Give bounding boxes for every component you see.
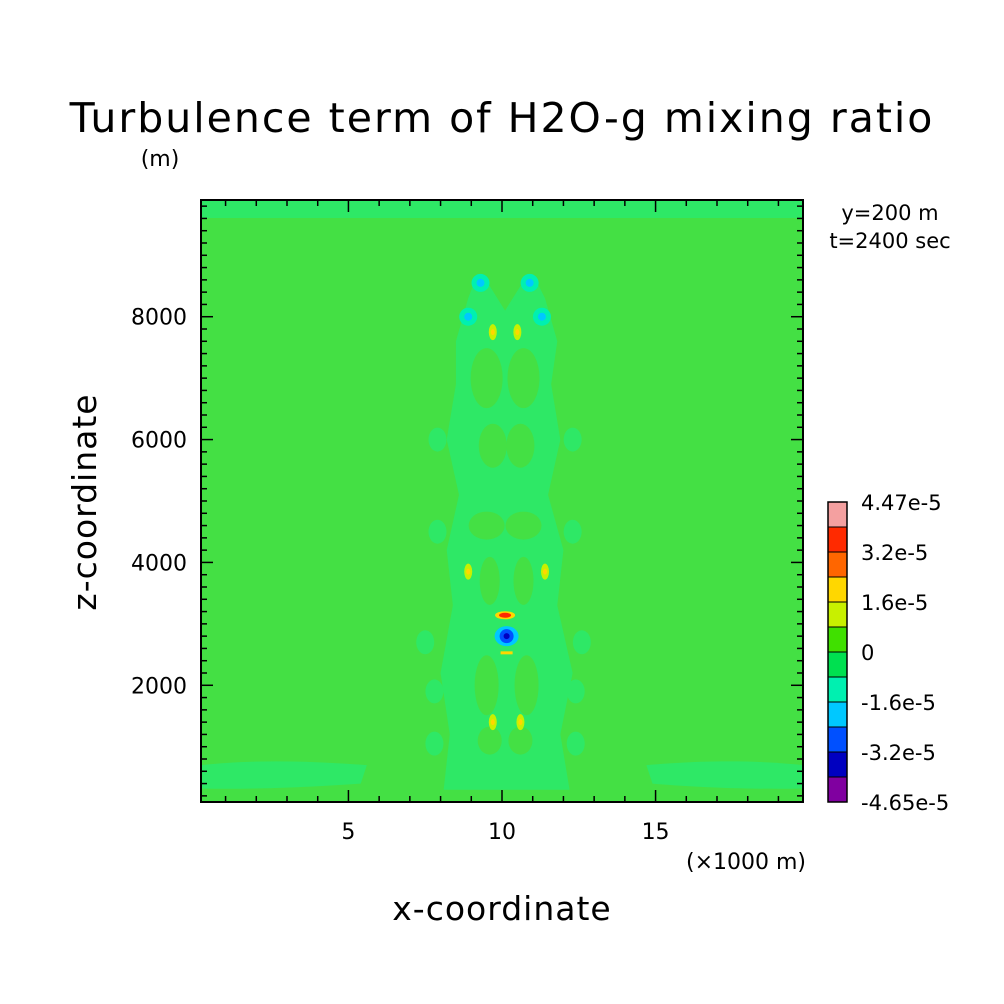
colorbar-label: 4.47e-5 [861,491,942,515]
colorbar-swatch [827,676,848,703]
colorbar-swatch [827,551,848,578]
annotation-y: y=200 m [841,201,938,225]
chart-title: Turbulence term of H2O-g mixing ratio [69,94,935,142]
side-blob [428,519,447,544]
plume-pocket [478,423,507,468]
side-blob [563,519,582,544]
side-blob [425,679,444,704]
bottom-right-band [646,761,803,789]
plume-pocket [514,655,539,716]
y-tick-label: 2000 [131,674,187,699]
y-tick-label: 6000 [131,429,187,454]
negative-core-inner [503,633,510,640]
plume-pocket [513,556,534,605]
positive-mid-right-inner [543,568,547,575]
negative-top-left-inner [476,278,485,287]
plot-area [201,200,803,802]
plume-pocket [507,348,540,409]
plume-pocket [505,511,542,540]
side-blob [566,731,585,756]
negative-top-right-inner [525,278,534,287]
colorbar-swatch [827,701,848,728]
colorbar-frame [827,501,848,803]
negative-upper-right-inner [537,312,546,321]
positive-dash [500,651,513,655]
field-features [459,273,551,731]
colorbar-label: -3.2e-5 [861,741,936,765]
side-blob [425,731,444,756]
plume-column [416,273,591,790]
negative-upper-left-inner [464,312,473,321]
colorbar-label: -1.6e-5 [861,691,936,715]
positive-low-right-inner [518,719,523,726]
plume-pocket [479,556,500,605]
colorbar-label: 0 [861,641,874,665]
y-axis-label: z-coordinate [65,393,104,610]
plume-pocket [506,423,535,468]
colorbar-swatch [827,576,848,603]
side-blob [566,679,585,704]
plume-pocket [477,726,502,755]
colorbar-label: -4.65e-5 [861,791,949,815]
colorbar [827,501,848,803]
colorbar-swatch [827,526,848,553]
positive-mid-left-inner [466,568,471,575]
positive-low-left-inner [490,719,495,726]
colorbar-swatch [827,726,848,753]
axis-ticks [201,200,803,802]
plume-pocket [470,348,503,409]
y-tick-label: 8000 [131,306,187,331]
x-tick-label: 10 [488,820,516,845]
side-blob [572,630,591,655]
side-blob [428,427,447,452]
colorbar-swatch [827,501,848,528]
plume-pocket [468,511,505,540]
positive-cap [499,612,512,618]
annotation-t: t=2400 sec [829,229,950,253]
x-tick-label: 15 [642,820,670,845]
colorbar-label: 1.6e-5 [861,591,928,615]
y-tick-label: 4000 [131,551,187,576]
colorbar-label: 3.2e-5 [861,541,928,565]
colorbar-swatch [827,751,848,778]
plume-pocket [474,655,499,716]
x-axis-label: x-coordinate [392,889,611,928]
x-unit-label: (×1000 m) [686,850,806,875]
colorbar-swatch [827,626,848,653]
colorbar-swatch [827,776,848,803]
colorbar-labels: 4.47e-5 3.2e-5 1.6e-5 0 -1.6e-5 -3.2e-5 -4.65e… [861,491,949,815]
side-blob [416,630,435,655]
bottom-left-band [201,761,367,789]
side-blob [563,427,582,452]
axis-tick-labels: 5 10 15 2000 4000 6000 8000 [131,306,670,845]
positive-upper-right-inner [515,329,520,336]
plume-pocket [508,726,533,755]
colorbar-swatch [827,651,848,678]
colorbar-swatch [827,601,848,628]
x-tick-label: 5 [341,820,355,845]
y-unit-label: (m) [141,147,180,172]
positive-upper-left-inner [490,329,495,336]
plume-outline [440,273,573,790]
